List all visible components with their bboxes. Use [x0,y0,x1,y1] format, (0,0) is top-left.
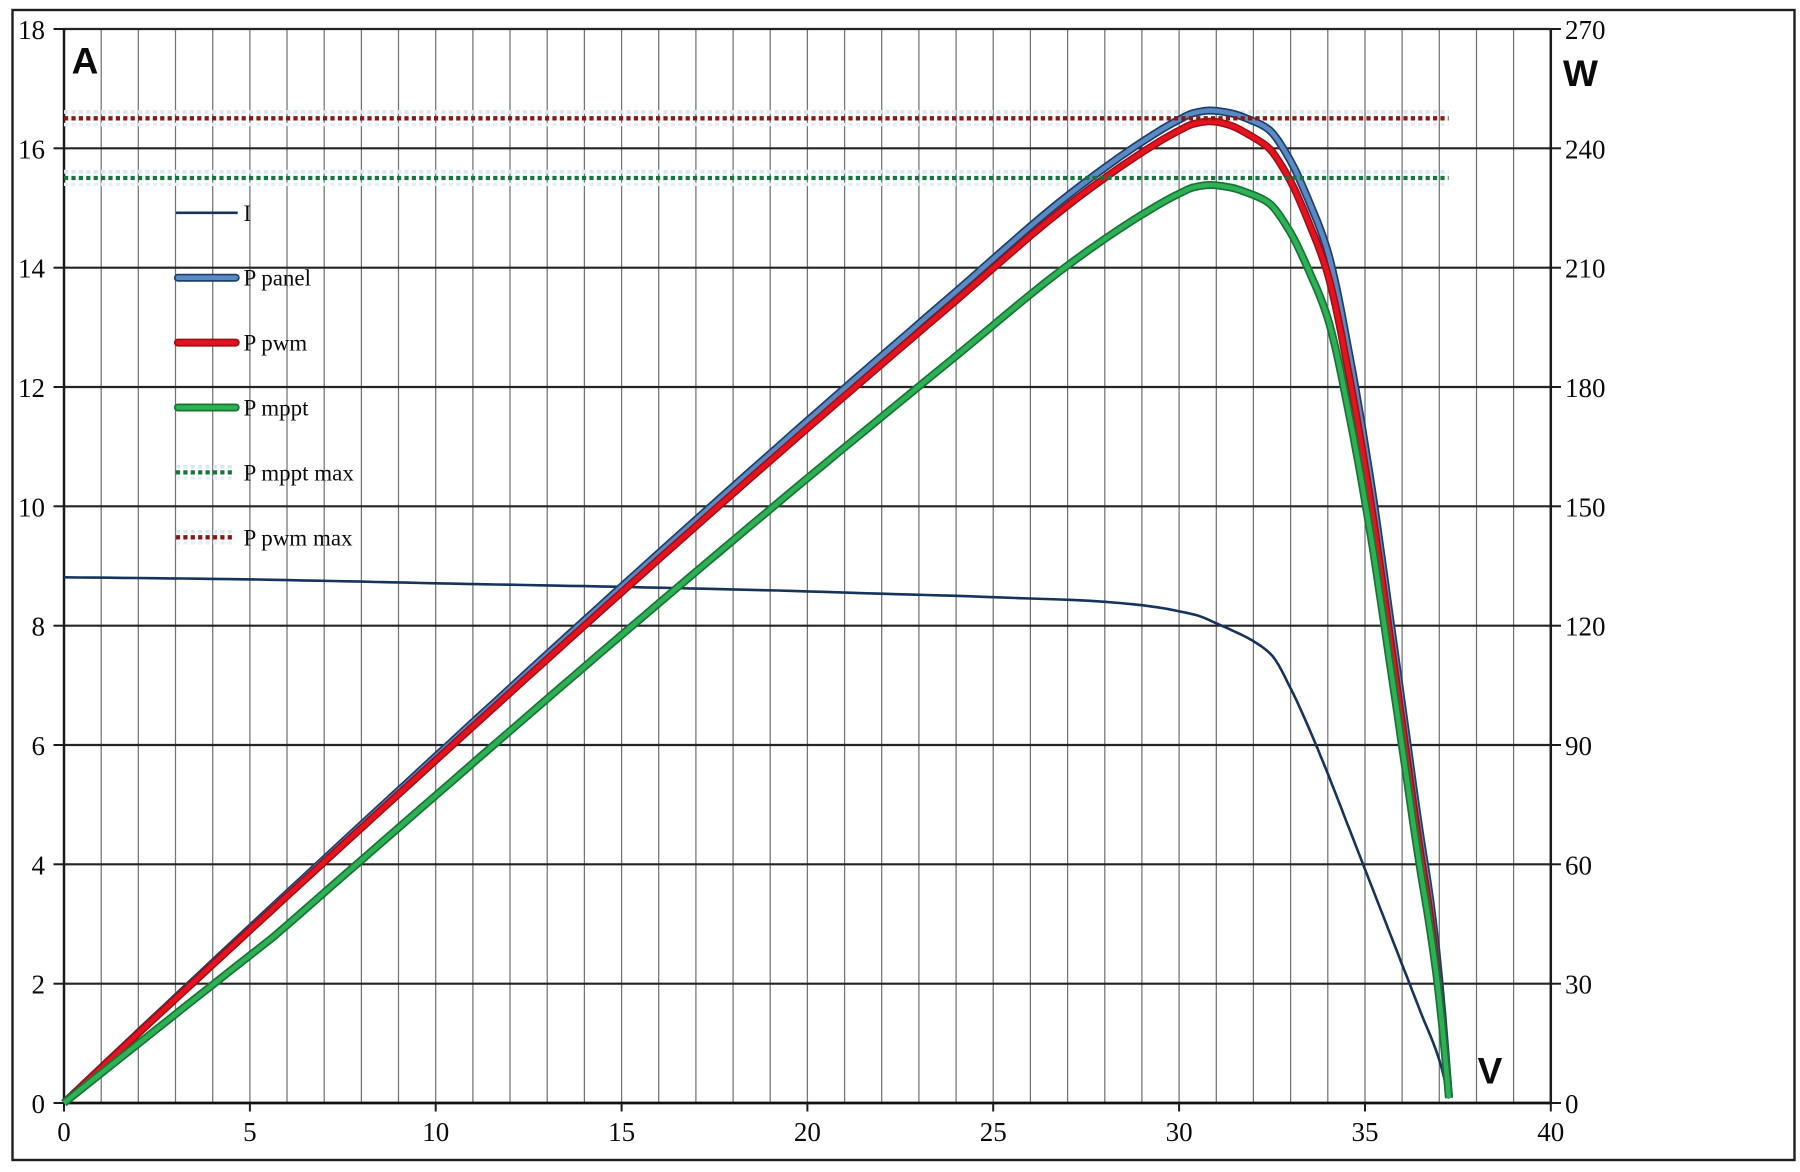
svg-text:0: 0 [1565,1089,1579,1119]
svg-text:P pwm: P pwm [244,331,308,356]
svg-text:0: 0 [57,1117,71,1147]
svg-text:V: V [1478,1051,1503,1092]
svg-text:25: 25 [980,1117,1007,1147]
svg-text:12: 12 [18,373,45,403]
svg-text:30: 30 [1166,1117,1193,1147]
svg-text:18: 18 [18,15,45,45]
svg-text:15: 15 [608,1117,635,1147]
svg-text:90: 90 [1565,731,1592,761]
svg-text:8: 8 [32,612,46,642]
svg-text:P mppt max: P mppt max [244,460,355,485]
svg-text:16: 16 [18,134,45,164]
svg-text:0: 0 [32,1089,46,1119]
svg-text:30: 30 [1565,970,1592,1000]
svg-text:P mppt: P mppt [244,396,310,421]
svg-text:10: 10 [18,492,45,522]
svg-text:40: 40 [1537,1117,1564,1147]
svg-text:4: 4 [32,850,46,880]
svg-text:6: 6 [32,731,46,761]
svg-text:I: I [244,201,252,226]
svg-text:240: 240 [1565,134,1606,164]
svg-text:10: 10 [422,1117,449,1147]
svg-text:P pwm max: P pwm max [244,525,354,550]
svg-text:210: 210 [1565,254,1606,284]
svg-text:60: 60 [1565,850,1592,880]
svg-text:150: 150 [1565,492,1606,522]
svg-text:270: 270 [1565,15,1606,45]
svg-text:35: 35 [1352,1117,1379,1147]
svg-text:14: 14 [18,254,46,284]
svg-text:20: 20 [794,1117,821,1147]
svg-text:5: 5 [243,1117,257,1147]
svg-text:P panel: P panel [244,266,312,291]
svg-text:180: 180 [1565,373,1606,403]
svg-text:W: W [1563,53,1598,94]
svg-text:120: 120 [1565,612,1606,642]
svg-text:2: 2 [32,970,46,1000]
svg-text:A: A [72,41,99,82]
